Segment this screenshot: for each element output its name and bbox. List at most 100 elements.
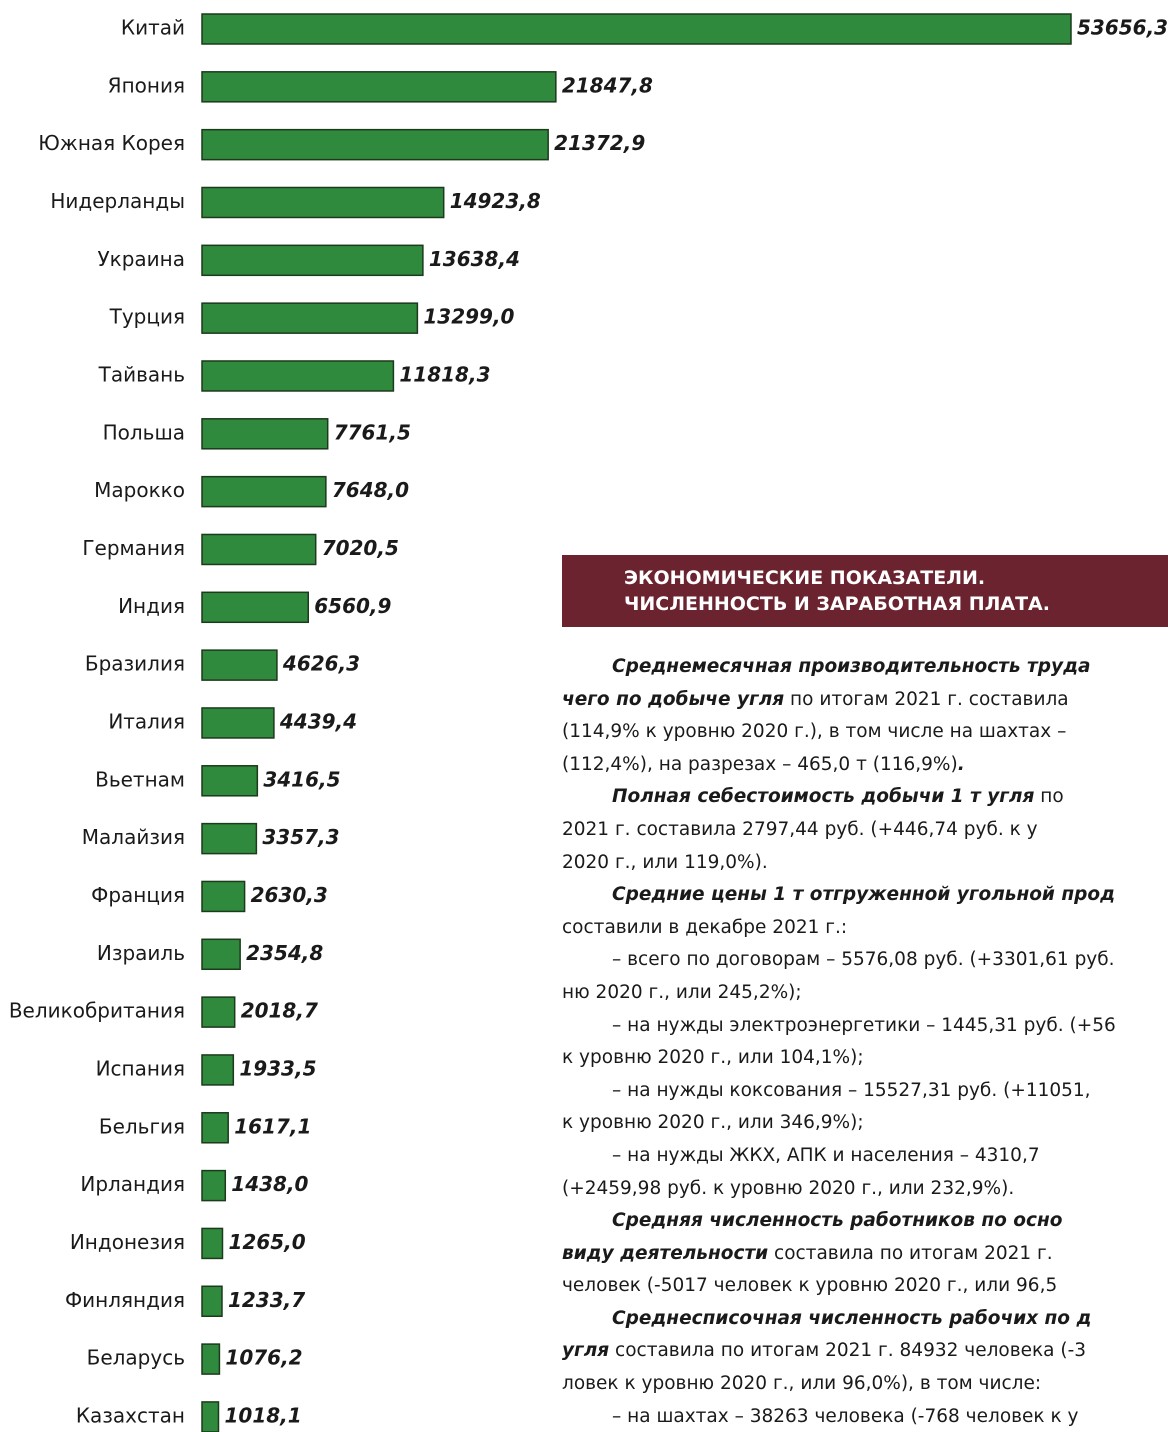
category-label: Китай [121, 16, 185, 40]
bar [201, 822, 258, 855]
value-label: 7761,5 [334, 420, 411, 444]
text-line: к уровню 2020 г., или 104,1%); [562, 1042, 1168, 1075]
text-line: ню 2020 г., или 245,2%); [562, 977, 1168, 1010]
value-label: 1076,2 [225, 1346, 302, 1370]
bar [201, 1227, 224, 1260]
value-label: 4626,3 [282, 652, 360, 676]
category-label: Бельгия [99, 1114, 185, 1138]
category-label: Казахстан [76, 1403, 185, 1427]
value-label: 1617,1 [234, 1114, 311, 1138]
value-label: 53656,3 [1077, 16, 1168, 40]
bar [201, 1285, 223, 1318]
heading-line: ЭКОНОМИЧЕСКИЕ ПОКАЗАТЕЛИ. [624, 567, 986, 589]
category-label: Турция [109, 305, 185, 329]
value-label: 21372,9 [554, 131, 645, 155]
category-label: Тайвань [98, 362, 185, 386]
emphasis: Среднемесячная производительность труда [612, 656, 1091, 677]
emphasis: чего по добыче угля [562, 688, 785, 710]
text-run: 2021 г. составила 2797,44 руб. (+446,74 … [562, 818, 1038, 840]
text-run: по [1034, 786, 1064, 808]
bar [201, 591, 310, 624]
text-line: Средняя численность работников по осно [562, 1205, 1168, 1238]
text-line: – на нужды коксования – 15527,31 руб. (+… [562, 1075, 1168, 1108]
category-label: Марокко [94, 478, 185, 502]
category-label: Италия [108, 709, 185, 733]
bar [201, 649, 278, 681]
text-run: (114,9% к уровню 2020 г.), в том числе н… [562, 721, 1067, 743]
text-line: (+2459,98 руб. к уровню 2020 г., или 232… [562, 1173, 1168, 1206]
text-run: 2020 г., или 119,0%). [562, 851, 768, 873]
category-label: Испания [96, 1056, 185, 1080]
bar [201, 1054, 235, 1086]
text-line: Средние цены 1 т отгруженной угольной пр… [562, 879, 1168, 912]
text-line: Среднемесячная производительность труда [562, 651, 1168, 684]
text-run: (+2459,98 руб. к уровню 2020 г., или 232… [562, 1177, 1015, 1199]
emphasis: Средние цены 1 т отгруженной угольной пр… [612, 884, 1116, 906]
bar [201, 880, 246, 913]
section-text: Среднемесячная производительность труда ч… [562, 651, 1168, 1432]
value-label: 1265,0 [228, 1230, 305, 1254]
text-run: – на шахтах – 38263 человека (-768 челов… [612, 1405, 1079, 1427]
bar [201, 707, 275, 739]
value-label: 2630,3 [251, 883, 328, 907]
text-run: человек (-5017 человек к уровню 2020 г.,… [562, 1275, 1058, 1297]
heading-line: ЧИСЛЕННОСТЬ И ЗАРАБОТНАЯ ПЛАТА. [624, 593, 1050, 615]
text-line: – на шахтах – 38263 человека (-768 челов… [562, 1401, 1168, 1432]
value-label: 14923,8 [450, 189, 541, 213]
text-run: (112,4%), на разрезах – 465,0 т (116,9%) [562, 753, 958, 775]
text-line: Полная себестоимость добычи 1 т угля по [562, 781, 1168, 814]
text-run: составили в декабре 2021 г.: [562, 916, 848, 938]
category-label: Вьетнам [95, 767, 185, 791]
category-label: Ирландия [80, 1172, 185, 1196]
text-run: к уровню 2020 г., или 346,9%); [562, 1112, 864, 1134]
value-label: 13299,0 [423, 305, 514, 329]
emphasis: Средняя численность работников по осно [612, 1210, 1063, 1232]
text-line: – на нужды электроэнергетики – 1445,31 р… [562, 1010, 1168, 1043]
text-line: к уровню 2020 г., или 346,9%); [562, 1107, 1168, 1140]
value-label: 11818,3 [399, 362, 490, 386]
text-line: угля составила по итогам 2021 г. 84932 ч… [562, 1335, 1168, 1368]
bar [201, 533, 317, 566]
text-run: – на нужды ЖКХ, АПК и населения – 4310,7 [612, 1144, 1040, 1166]
emphasis: Среднесписочная численность рабочих по д [612, 1307, 1092, 1329]
value-label: 1933,5 [239, 1056, 316, 1080]
category-label: Япония [108, 73, 185, 97]
text-line: Среднесписочная численность рабочих по д [562, 1303, 1168, 1336]
text-run: к уровню 2020 г., или 104,1%); [562, 1047, 864, 1069]
text-run: ню 2020 г., или 245,2%); [562, 981, 802, 1003]
text-run: составила по итогам 2021 г. [768, 1242, 1053, 1264]
category-label: Индонезия [70, 1230, 185, 1254]
bar [201, 244, 424, 277]
text-run: составила по итогам 2021 г. 84932 челове… [609, 1340, 1087, 1362]
value-label: 2354,8 [246, 941, 323, 965]
category-label: Индия [118, 594, 185, 618]
text-run: по итогам 2021 г. составила [784, 688, 1069, 710]
text-line: (114,9% к уровню 2020 г.), в том числе н… [562, 716, 1168, 749]
category-label: Нидерланды [50, 189, 185, 213]
category-label: Южная Корея [38, 131, 185, 155]
category-label: Малайзия [82, 825, 185, 849]
category-label: Украина [97, 247, 185, 271]
value-label: 3416,5 [263, 767, 340, 791]
bar [201, 765, 259, 797]
text-line: – на нужды ЖКХ, АПК и населения – 4310,7 [562, 1140, 1168, 1173]
text-run: – на нужды коксования – 15527,31 руб. (+… [612, 1079, 1091, 1101]
text-run: ловек к уровню 2020 г., или 96,0%), в то… [562, 1373, 1042, 1395]
emphasis: угля [562, 1340, 610, 1362]
text-run: – всего по договорам – 5576,08 руб. (+33… [612, 949, 1115, 971]
bar [201, 71, 557, 103]
text-line: – всего по договорам – 5576,08 руб. (+33… [562, 944, 1168, 977]
value-label: 4439,4 [279, 709, 357, 733]
category-label: Финляндия [65, 1288, 185, 1312]
text-line: человек (-5017 человек к уровню 2020 г.,… [562, 1270, 1168, 1303]
section-heading: ЭКОНОМИЧЕСКИЕ ПОКАЗАТЕЛИ. ЧИСЛЕННОСТЬ И З… [562, 555, 1168, 627]
value-label: 1018,1 [224, 1403, 301, 1427]
value-label: 7020,5 [322, 536, 399, 560]
bar [201, 418, 329, 450]
bar [201, 13, 1072, 45]
bar [201, 996, 236, 1028]
value-label: 2018,7 [241, 999, 318, 1023]
category-label: Польша [103, 420, 185, 444]
